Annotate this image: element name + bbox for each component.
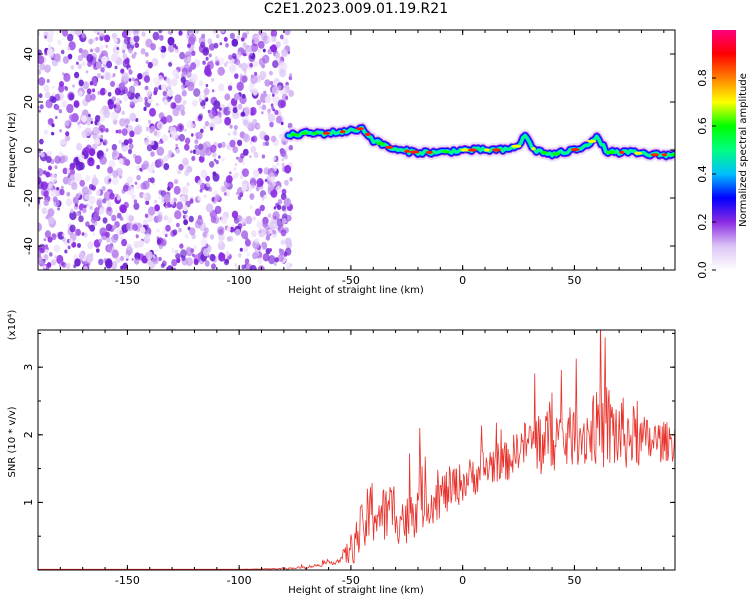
snr-panel: -150 -100 -50 0 50 1 2 3 Height of straight li… [7,310,676,596]
spectrogram-y-tick-label: -20 [22,189,35,207]
colorbar-tick-label: 0.0 [696,261,709,279]
snr-series-line [38,330,675,570]
spectrogram-x-tick-label: 50 [567,274,581,287]
spectrogram-x-tick-label: -150 [115,274,140,287]
snr-x-tick-label: -50 [342,574,360,587]
snr-x-tick-label: 50 [567,574,581,587]
snr-y-axis-label: SNR (10 * v/v) [7,406,18,477]
signal-trace [282,121,675,163]
noise-speckle [38,30,295,270]
colorbar-tick-label: 0.4 [696,165,709,183]
snr-y-tick-label: 2 [22,431,35,438]
colorbar-gradient [712,30,736,270]
spectrogram-x-tick-label: -50 [342,274,360,287]
colorbar-tick-label: 0.8 [696,69,709,87]
spectrogram-y-tick-label: 0 [22,147,35,154]
spectrogram-x-axis-label: Height of straight line (km) [288,285,424,296]
snr-x-axis-label: Height of straight line (km) [288,585,424,596]
colorbar-label: Normalized spectral amplitude [738,73,749,227]
colorbar-tick-label: 0.6 [696,117,709,135]
snr-y-tick-label: 3 [22,364,35,371]
snr-scale-note: (x10⁴) [7,310,18,341]
spectrogram-y-tick-label: 20 [22,95,35,109]
snr-y-tick-label: 1 [22,499,35,506]
spectrogram-y-axis-label: Frequency (Hz) [7,112,18,188]
spectrogram-panel: -150 -100 -50 0 50 -40 -20 0 20 40 Height of str… [7,29,676,296]
colorbar-tick-label: 0.2 [696,213,709,231]
snr-x-tick-label: 0 [459,574,466,587]
colorbar: 0.0 0.2 0.4 0.6 0.8 Normalized spectral ampl… [696,30,749,279]
spectrogram-y-tick-label: -40 [22,237,35,255]
snr-frame [37,329,676,571]
spectrogram-x-tick-label: -100 [227,274,252,287]
snr-x-tick-label: -100 [227,574,252,587]
chart-title: C2E1.2023.009.01.19.R21 [263,1,449,17]
spectrogram-y-tick-label: 40 [22,47,35,61]
snr-x-tick-label: -150 [115,574,140,587]
spectrogram-x-tick-label: 0 [459,274,466,287]
